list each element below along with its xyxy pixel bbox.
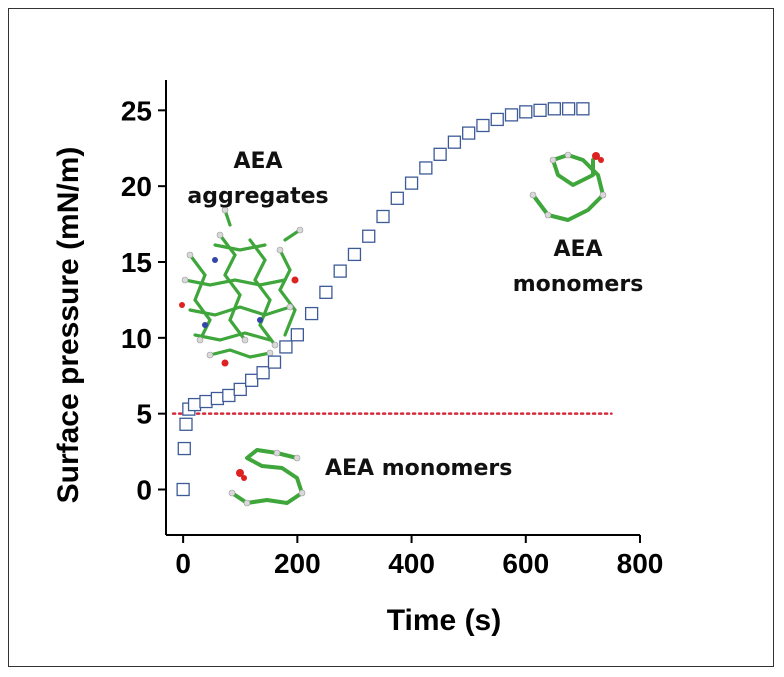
axes: [165, 80, 640, 536]
x-tick-label: 400: [388, 548, 435, 579]
data-point: [176, 482, 190, 497]
annotation-aea-monomers-right-line2: monomers: [513, 272, 644, 297]
y-tick-label: 15: [121, 247, 152, 278]
aea-monomer-molecule-illustration-bottom: [228, 448, 306, 507]
data-point: [333, 264, 347, 278]
data-point: [347, 247, 362, 262]
data-point: [547, 102, 561, 116]
annotation-aea-monomers-right-line1: AEA: [553, 237, 602, 262]
data-point: [419, 161, 433, 175]
ticks: 0 200 400 600 800 0 5 10 15 20 25: [121, 95, 664, 579]
data-point: [304, 306, 319, 321]
x-tick-label: 600: [502, 548, 549, 579]
data-point: [519, 105, 533, 119]
y-tick-label: 25: [121, 95, 152, 126]
annotation-aea-monomers-bottom: AEA monomers: [325, 456, 512, 481]
data-point: [177, 441, 191, 456]
data-point: [290, 328, 304, 342]
data-points: [176, 102, 590, 497]
data-point: [187, 397, 202, 412]
x-tick-label: 0: [175, 548, 191, 579]
data-point: [179, 417, 193, 431]
annotation-aea-aggregates-line2: aggregates: [187, 184, 328, 209]
figure-frame: [8, 8, 774, 667]
data-point: [279, 340, 293, 354]
data-point: [319, 285, 333, 299]
x-tick-label: 800: [617, 548, 664, 579]
data-point: [576, 102, 590, 116]
data-point: [433, 147, 447, 161]
data-point: [404, 176, 419, 190]
data-point: [504, 108, 519, 122]
data-point: [376, 209, 390, 224]
y-tick-label: 20: [121, 171, 152, 202]
y-tick-label: 0: [136, 475, 152, 506]
x-tick-label: 200: [274, 548, 321, 579]
data-point: [362, 229, 376, 243]
y-tick-label: 10: [121, 323, 152, 354]
data-point: [210, 391, 225, 406]
data-point: [490, 112, 504, 127]
data-point: [476, 118, 490, 133]
aea-aggregate-molecule-illustration: [179, 206, 304, 367]
annotation-aea-aggregates-line1: AEA: [233, 149, 282, 174]
data-point: [233, 382, 247, 397]
x-axis-title: Time (s): [387, 604, 501, 637]
data-point: [267, 355, 282, 369]
data-point: [199, 394, 213, 409]
data-point: [462, 126, 476, 140]
y-axis-title: Surface pressure (mN/m): [52, 147, 85, 504]
data-point: [561, 102, 576, 116]
data-point: [256, 366, 270, 380]
y-tick-label: 5: [136, 399, 152, 430]
data-point: [245, 373, 259, 387]
data-point: [222, 388, 236, 403]
data-point: [390, 191, 404, 205]
data-point: [533, 103, 547, 117]
data-point: [447, 135, 462, 149]
aea-monomer-molecule-illustration-top: [529, 151, 607, 222]
